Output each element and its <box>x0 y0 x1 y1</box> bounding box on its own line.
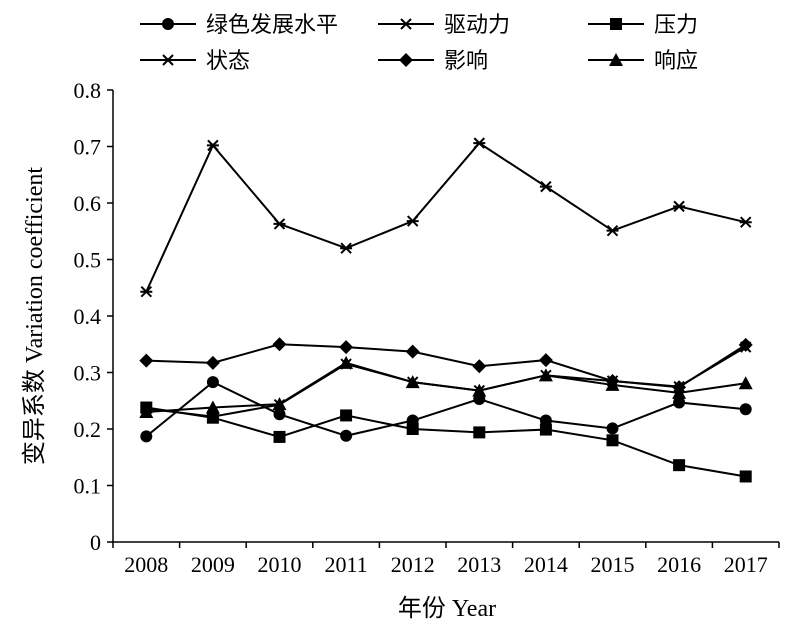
x-tick-label: 2008 <box>124 552 168 577</box>
x-tick-label: 2016 <box>657 552 701 577</box>
data-point <box>472 383 487 397</box>
y-tick-label: 0.8 <box>74 78 102 103</box>
series-triangle <box>139 355 753 419</box>
legend-marker <box>399 53 413 67</box>
data-point <box>738 376 753 390</box>
legend-item: 影响 <box>378 49 488 74</box>
x-tick-label: 2014 <box>524 552 568 577</box>
legend-item: 绿色发展水平 <box>140 13 338 38</box>
x-axis-title: 年份 Year <box>398 595 496 622</box>
data-point <box>538 368 553 382</box>
y-tick-label: 0.6 <box>74 191 102 216</box>
data-point <box>673 200 686 213</box>
legend-item: 驱动力 <box>378 13 510 38</box>
series-group <box>139 137 753 483</box>
data-point <box>140 285 153 298</box>
data-point <box>673 459 686 472</box>
x-tick-label: 2011 <box>325 552 368 577</box>
y-tick-label: 0.7 <box>74 135 102 160</box>
legend-marker <box>400 18 412 30</box>
y-tick-label: 0.5 <box>74 248 102 273</box>
series-line <box>145 141 746 293</box>
legend-item: 响应 <box>588 49 698 74</box>
data-point <box>339 355 354 369</box>
data-point <box>139 353 154 368</box>
data-point <box>340 429 353 442</box>
series-line <box>146 361 746 414</box>
data-point <box>406 215 419 227</box>
data-point <box>739 470 752 483</box>
data-point <box>140 430 153 443</box>
legend-marker <box>162 54 174 66</box>
x-tick-label: 2013 <box>457 552 501 577</box>
x-tick-label: 2009 <box>191 552 235 577</box>
series-square <box>140 401 752 483</box>
data-point <box>739 216 752 228</box>
data-point <box>139 405 154 419</box>
data-point <box>673 396 686 409</box>
data-point <box>472 359 487 374</box>
data-point <box>738 337 753 352</box>
data-point <box>606 434 619 447</box>
legend-label: 状态 <box>206 49 250 74</box>
x-tick-label: 2015 <box>591 552 635 577</box>
y-axis-title: 变异系数 Variation coefficient <box>21 167 48 465</box>
data-point <box>405 375 420 389</box>
data-point <box>406 423 419 435</box>
legend-marker <box>610 18 622 30</box>
legend-item: 压力 <box>588 13 698 38</box>
axes: 0 0.1 0.2 0.3 0.4 0.5 0.6 0.7 0.8 2008 2009 2010 201… <box>74 78 780 577</box>
data-point <box>273 218 286 230</box>
data-point <box>538 353 553 368</box>
data-point <box>272 397 287 411</box>
data-point <box>273 430 286 443</box>
data-point <box>339 340 354 355</box>
legend-label: 响应 <box>654 49 698 74</box>
data-point <box>672 385 687 399</box>
data-point <box>405 344 420 359</box>
data-point <box>205 355 220 370</box>
legend-marker <box>609 53 623 66</box>
legend-marker <box>162 18 174 30</box>
legend-label: 绿色发展水平 <box>206 13 338 38</box>
data-point <box>605 377 620 391</box>
x-tick-label: 2010 <box>258 552 302 577</box>
data-point <box>206 139 219 152</box>
data-point <box>606 224 619 237</box>
series-diamond <box>139 337 753 395</box>
data-point <box>739 403 752 416</box>
data-point <box>273 408 286 421</box>
data-point <box>272 337 287 352</box>
data-point <box>206 411 219 424</box>
series-asterisk <box>140 137 752 298</box>
y-tick-label: 0 <box>90 530 101 555</box>
series-line <box>145 380 746 438</box>
data-point <box>340 242 353 254</box>
legend-label: 压力 <box>654 13 698 38</box>
data-point <box>206 376 219 389</box>
data-point <box>539 414 552 427</box>
legend-label: 驱动力 <box>444 13 510 38</box>
data-point <box>340 409 353 422</box>
y-tick-label: 0.3 <box>74 361 102 386</box>
data-point <box>473 137 486 149</box>
data-point <box>473 426 486 439</box>
y-tick-label: 0.1 <box>74 474 102 499</box>
y-tick-label: 0.4 <box>74 304 102 329</box>
y-tick-label: 0.2 <box>74 417 102 442</box>
series-line <box>146 406 746 478</box>
legend-item: 状态 <box>140 49 250 74</box>
data-point <box>539 180 552 193</box>
series-line <box>146 343 747 389</box>
x-tick-label: 2017 <box>724 552 768 577</box>
data-point <box>606 422 619 435</box>
x-tick-label: 2012 <box>391 552 435 577</box>
data-point <box>205 400 220 414</box>
data-point <box>539 423 552 436</box>
legend-label: 影响 <box>444 49 488 74</box>
